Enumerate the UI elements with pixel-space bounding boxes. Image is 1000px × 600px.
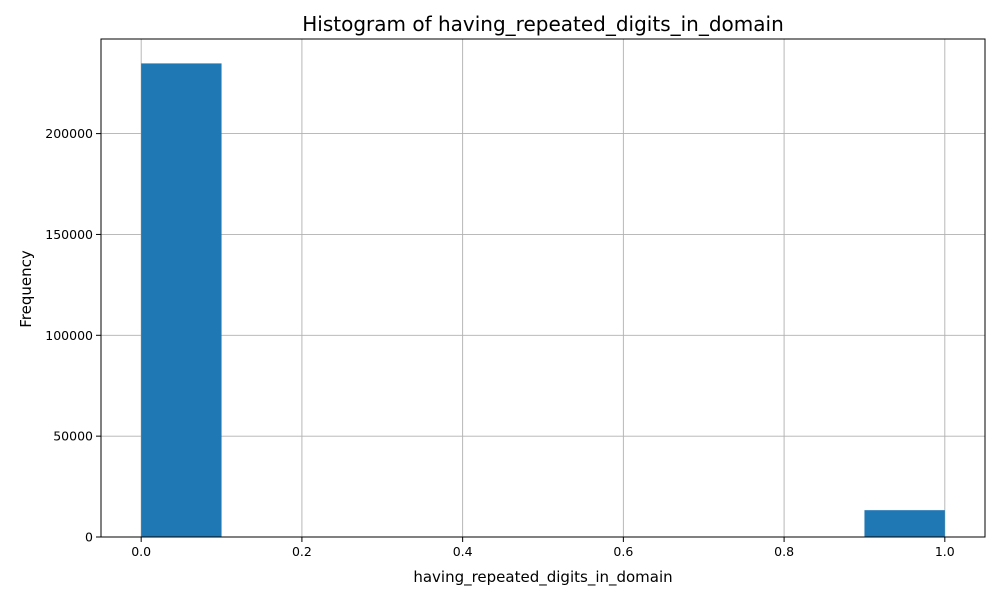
chart-title: Histogram of having_repeated_digits_in_d… bbox=[302, 12, 784, 36]
plot-frame bbox=[100, 38, 986, 538]
x-axis-ticks: 0.0 0.2 0.4 0.6 0.8 1.0 bbox=[131, 537, 955, 559]
x-gridlines bbox=[140, 39, 946, 537]
x-axis-label: having_repeated_digits_in_domain bbox=[413, 568, 672, 587]
x-tick-label: 0.6 bbox=[613, 544, 633, 559]
x-tick-label: 1.0 bbox=[935, 544, 955, 559]
y-axis-label: Frequency bbox=[17, 250, 35, 328]
y-tick-label: 50000 bbox=[53, 429, 93, 444]
y-tick-label: 150000 bbox=[45, 227, 93, 242]
histogram-bar-0 bbox=[141, 63, 222, 538]
y-tick-label: 200000 bbox=[45, 126, 93, 141]
x-tick-label: 0.8 bbox=[774, 544, 794, 559]
y-axis-ticks: 0 50000 100000 150000 200000 bbox=[45, 126, 101, 545]
histogram-bars bbox=[141, 63, 945, 538]
y-tick-label: 100000 bbox=[45, 328, 93, 343]
y-gridlines bbox=[101, 133, 985, 538]
x-tick-label: 0.0 bbox=[131, 544, 151, 559]
x-tick-label: 0.4 bbox=[453, 544, 473, 559]
histogram-bar-9 bbox=[864, 510, 945, 537]
x-tick-label: 0.2 bbox=[292, 544, 312, 559]
y-tick-label: 0 bbox=[85, 530, 93, 545]
